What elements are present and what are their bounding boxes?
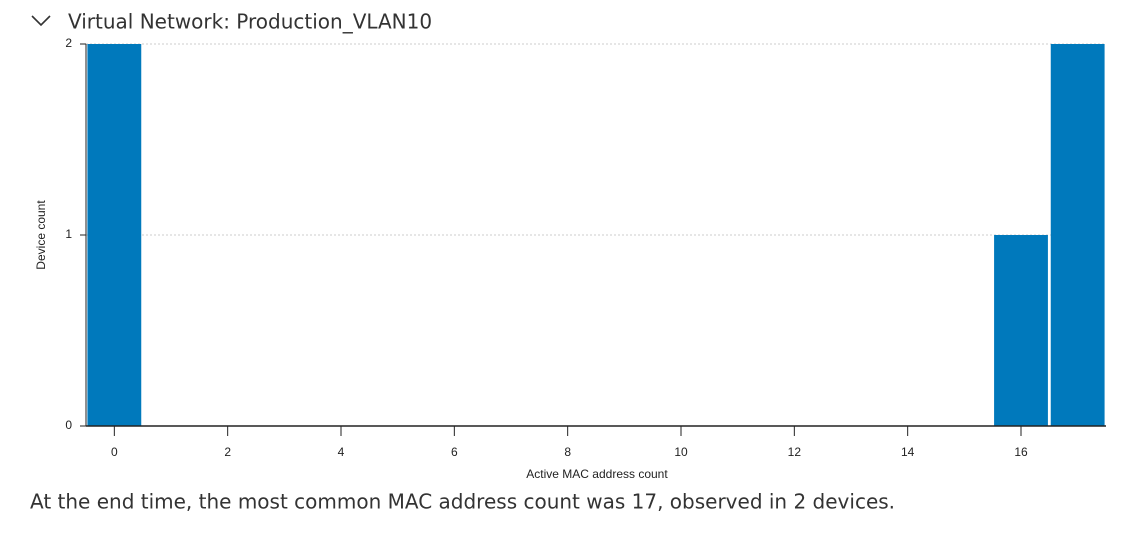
x-tick-label: 6 <box>451 445 458 459</box>
x-tick-label: 4 <box>338 445 345 459</box>
x-tick-label: 0 <box>111 445 118 459</box>
y-tick-label: 1 <box>65 227 72 241</box>
x-tick-label: 14 <box>901 445 915 459</box>
y-axis-label: Device count <box>34 200 48 270</box>
x-tick-label: 8 <box>564 445 571 459</box>
bar <box>87 44 142 426</box>
y-tick-label: 0 <box>65 418 72 432</box>
x-tick-label: 16 <box>1014 445 1028 459</box>
bar <box>994 235 1048 426</box>
bar <box>1050 44 1105 426</box>
x-tick-label: 12 <box>788 445 802 459</box>
y-tick-label: 2 <box>65 36 72 50</box>
x-axis-label: Active MAC address count <box>526 467 668 481</box>
x-tick-label: 10 <box>674 445 688 459</box>
section-title[interactable]: Virtual Network: Production_VLAN10 <box>68 10 432 34</box>
collapse-chevron[interactable] <box>31 15 51 27</box>
x-tick-label: 2 <box>224 445 231 459</box>
caption: At the end time, the most common MAC add… <box>30 490 895 514</box>
